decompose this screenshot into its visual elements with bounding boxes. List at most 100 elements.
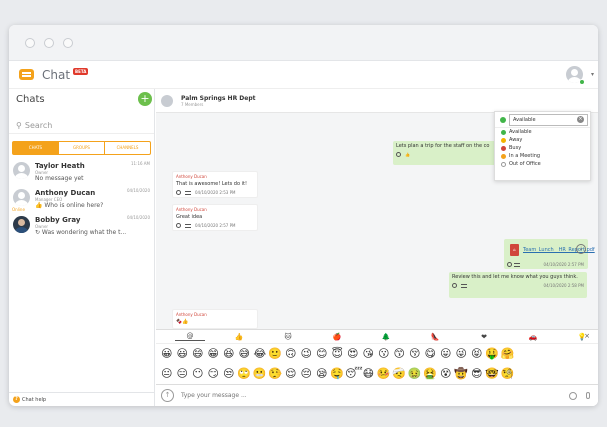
emoji-option[interactable]: 😶 [192,367,204,380]
new-chat-button[interactable]: + [138,92,152,106]
status-option-in-a-meeting[interactable]: In a Meeting [495,152,590,160]
emoji-option[interactable]: 🤗 [500,347,515,360]
emoji-option[interactable]: 🤢 [407,367,422,380]
emoji-option[interactable]: 🤑 [485,347,500,360]
emoji-option[interactable]: 🤓 [485,367,500,380]
emoji-option[interactable]: 😪 [316,367,328,380]
emoji-option[interactable]: 😬 [252,367,267,380]
category-animals-icon[interactable]: 🐱 [284,332,292,341]
chat-list-item-bobby-gray[interactable]: Bobby Gray Owner ↻ Was wondering what th… [9,213,154,240]
user-avatar[interactable] [566,66,583,83]
emoji-option[interactable]: 😊 [316,347,328,360]
reaction-icon[interactable] [452,283,457,288]
attach-file-icon[interactable]: ↑ [161,389,174,402]
emoji-option[interactable]: 😏 [207,367,219,380]
category-food-icon[interactable]: 🍎 [332,332,342,341]
tab-groups[interactable]: GROUPS [59,142,105,154]
emoji-option[interactable]: 😷 [362,367,374,380]
clear-status-icon[interactable]: × [577,116,584,123]
message-time: 04/10/2020 2:58 PM [543,283,584,288]
emoji-option[interactable]: 😘 [362,347,374,360]
emoji-option[interactable]: 😉 [300,347,312,360]
emoji-option[interactable]: 😗 [378,347,390,360]
emoji-option[interactable]: 🤮 [423,367,438,380]
emoji-option[interactable]: 😒 [223,367,235,380]
category-recent-icon[interactable]: @ [175,332,205,341]
emoji-option[interactable]: 😆 [223,347,235,360]
reaction-icon[interactable] [507,262,512,267]
emoji-button-icon[interactable] [569,391,577,400]
category-objects-icon[interactable]: 💡 [577,332,587,341]
chat-type-tabs: CHATS GROUPS CHANNELS [12,141,151,155]
close-window-button[interactable] [25,37,35,48]
file-attachment-message[interactable]: ⌂ Team_Lunch__HR_Report.pdf ↓ 04/10/2020… [504,239,595,269]
emoji-option[interactable]: 😋 [424,347,436,360]
emoji-option[interactable]: 😴 [345,367,363,380]
emoji-option[interactable]: 😀 [161,347,173,360]
emoji-option[interactable]: 🤕 [392,367,407,380]
emoji-option[interactable]: 😙 [393,347,405,360]
emoji-option[interactable]: 😅 [238,347,250,360]
search-input[interactable]: Search [24,121,53,130]
search-bar[interactable]: ⚲ Search [9,118,154,134]
emoji-option[interactable]: 🤤 [330,367,345,380]
chat-help-link[interactable]: ? Chat help [9,392,155,406]
reply-icon[interactable] [461,283,467,288]
emoji-option[interactable]: 😛 [440,347,452,360]
emoji-option[interactable]: 😁 [207,347,219,360]
close-emoji-picker-button[interactable]: × [584,332,590,340]
maximize-window-button[interactable] [63,37,73,48]
message-sender: Anthony Ducan [176,207,207,212]
chat-list-item-taylor-heath[interactable]: Taylor Heath Owner No message yet 11:16 … [9,159,154,186]
tab-channels[interactable]: CHANNELS [116,145,139,150]
status-option-available[interactable]: Available [495,128,590,136]
emoji-option[interactable]: 😎 [471,367,483,380]
emoji-option[interactable]: 🤠 [454,367,469,380]
emoji-option[interactable]: 😔 [300,367,312,380]
emoji-option[interactable]: 😍 [347,347,359,360]
emoji-option[interactable]: 🤒 [376,367,391,380]
emoji-option[interactable]: 😵 [440,367,452,380]
reply-icon[interactable] [514,262,520,267]
emoji-option[interactable]: 😝 [471,347,483,360]
reply-icon[interactable] [185,223,191,228]
tab-chats[interactable]: CHATS [13,142,59,154]
emoji-option[interactable]: 😂 [253,347,267,360]
status-option-busy[interactable]: Busy [495,144,590,152]
minimize-window-button[interactable] [44,37,54,48]
reaction-icon[interactable] [176,190,181,195]
emoji-option[interactable]: 😑 [176,367,188,380]
reply-icon[interactable] [185,190,191,195]
emoji-option[interactable]: 🙃 [285,347,297,360]
emoji-option[interactable]: 🙄 [237,367,252,380]
status-dot-icon [501,153,506,159]
emoji-option[interactable]: 🧐 [500,367,515,380]
microphone-icon[interactable] [586,392,590,399]
emoji-option[interactable]: 😐 [161,367,173,380]
file-name-link[interactable]: Team_Lunch__HR_Report.pdf [523,247,595,253]
status-option-out-of-office[interactable]: Out of Office [495,160,590,168]
reaction-icon[interactable] [176,223,181,228]
emoji-option[interactable]: 😄 [192,347,204,360]
category-thumbs-icon[interactable]: 👍 [234,332,244,341]
status-input[interactable] [509,114,588,126]
status-option-away[interactable]: Away [495,136,590,144]
group-avatar [161,94,173,107]
message-input[interactable] [181,392,569,399]
reaction-icon[interactable] [396,152,401,157]
emoji-option[interactable]: 🤥 [268,367,283,380]
emoji-option[interactable]: 🙂 [268,347,283,360]
category-hearts-icon[interactable]: ❤ [481,332,487,341]
chevron-down-icon[interactable]: ▾ [590,71,594,78]
download-button[interactable]: ↓ [576,244,586,254]
emoji-option[interactable]: 😌 [285,367,297,380]
category-nature-icon[interactable]: 🌲 [381,332,391,341]
contact-role: Owner [35,170,49,175]
emoji-option[interactable]: 😜 [455,347,467,360]
emoji-option[interactable]: 😇 [331,347,343,360]
emoji-option[interactable]: 😚 [409,347,421,360]
category-fashion-icon[interactable]: 👠 [430,332,440,341]
chat-list-item-anthony-ducan[interactable]: Anthony Ducan Manager CEO 👍 Who is onlin… [9,186,154,213]
category-travel-icon[interactable]: 🚗 [528,332,538,341]
emoji-option[interactable]: 😃 [176,347,188,360]
